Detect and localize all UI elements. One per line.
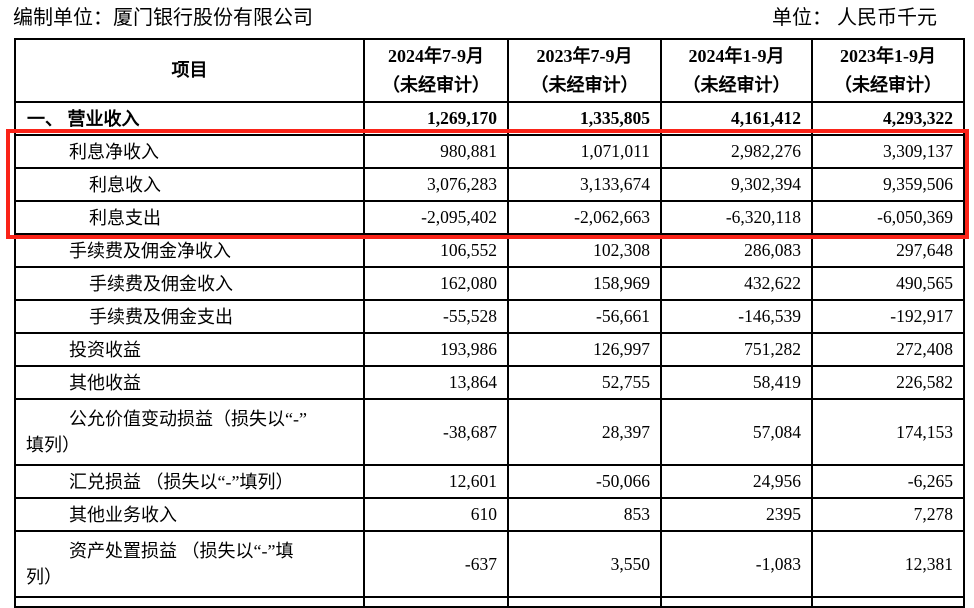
- value-cell: 3,550: [507, 530, 662, 598]
- value-cell: 3,309,137: [811, 134, 965, 169]
- value-cell: 162,080: [363, 266, 509, 301]
- value-cell: 174,153: [811, 398, 965, 466]
- value-cell: -1,083: [660, 530, 813, 598]
- value-cell: -6,320,118: [660, 200, 813, 235]
- value-cell: 102,308: [507, 233, 662, 268]
- value-cell: 3,133,674: [507, 167, 662, 202]
- value-cell: 610: [363, 497, 509, 532]
- value-cell: 1,335,805: [507, 101, 662, 136]
- value-cell: 57,084: [660, 398, 813, 466]
- value-cell: 2395: [660, 497, 813, 532]
- table-row: 其他收益 13,864 52,755 58,419 226,582: [14, 365, 965, 400]
- value-cell: -38,687: [363, 398, 509, 466]
- column-header-2024-9m: 2024年1-9月 （未经审计）: [660, 38, 813, 103]
- value-cell: 286,083: [660, 233, 813, 268]
- column-header-2023-q3: 2023年7-9月 （未经审计）: [507, 38, 662, 103]
- value-cell: -50,066: [507, 464, 662, 499]
- value-cell: -146,539: [660, 299, 813, 334]
- table-row: 手续费及佣金净收入 106,552 102,308 286,083 297,64…: [14, 233, 965, 268]
- table-row: 投资收益 193,986 126,997 751,282 272,408: [14, 332, 965, 367]
- value-cell: 432,622: [660, 266, 813, 301]
- value-cell: -6,265: [811, 464, 965, 499]
- row-label: 手续费及佣金收入: [14, 266, 365, 301]
- row-label: 利息收入: [14, 167, 365, 202]
- value-cell: 24,956: [660, 464, 813, 499]
- value-cell: -192,917: [811, 299, 965, 334]
- row-label: 手续费及佣金支出: [14, 299, 365, 334]
- row-label: 手续费及佣金净收入: [14, 233, 365, 268]
- value-cell: 106,552: [363, 233, 509, 268]
- value-cell: 193,986: [363, 332, 509, 367]
- table-row: 公允价值变动损益（损失以“-” 填列） -38,687 28,397 57,08…: [14, 398, 965, 466]
- value-cell: -56,661: [507, 299, 662, 334]
- row-label: 利息支出: [14, 200, 365, 235]
- row-label: 其他业务收入: [14, 497, 365, 532]
- value-cell: 4,161,412: [660, 101, 813, 136]
- value-cell: 1,071,011: [507, 134, 662, 169]
- table-row: 手续费及佣金收入 162,080 158,969 432,622 490,565: [14, 266, 965, 301]
- column-header-2024-q3: 2024年7-9月 （未经审计）: [363, 38, 509, 103]
- value-cell: 13,864: [363, 365, 509, 400]
- value-cell: 9,302,394: [660, 167, 813, 202]
- table-row: 手续费及佣金支出 -55,528 -56,661 -146,539 -192,9…: [14, 299, 965, 334]
- value-cell: 12,381: [811, 530, 965, 598]
- value-cell: 158,969: [507, 266, 662, 301]
- income-statement-table: 项目 2024年7-9月 （未经审计） 2023年7-9月 （未经审计） 202…: [14, 38, 965, 608]
- table-row-partial: [14, 596, 965, 608]
- row-label: 其他收益: [14, 365, 365, 400]
- table-row: 利息支出 -2,095,402 -2,062,663 -6,320,118 -6…: [14, 200, 965, 235]
- value-cell: 980,881: [363, 134, 509, 169]
- value-cell: 226,582: [811, 365, 965, 400]
- value-cell: -6,050,369: [811, 200, 965, 235]
- table-row: 资产处置损益 （损失以“-”填 列） -637 3,550 -1,083 12,…: [14, 530, 965, 598]
- value-cell: -2,062,663: [507, 200, 662, 235]
- row-label: 资产处置损益 （损失以“-”填 列）: [14, 530, 365, 598]
- value-cell: 58,419: [660, 365, 813, 400]
- value-cell: 2,982,276: [660, 134, 813, 169]
- value-cell: 28,397: [507, 398, 662, 466]
- table-row: 利息收入 3,076,283 3,133,674 9,302,394 9,359…: [14, 167, 965, 202]
- value-cell: 272,408: [811, 332, 965, 367]
- value-cell: 3,076,283: [363, 167, 509, 202]
- value-cell: 52,755: [507, 365, 662, 400]
- value-cell: -2,095,402: [363, 200, 509, 235]
- prepared-by-label: 编制单位：厦门银行股份有限公司: [13, 7, 313, 29]
- value-cell: 126,997: [507, 332, 662, 367]
- value-cell: 1,269,170: [363, 101, 509, 136]
- row-label: 公允价值变动损益（损失以“-” 填列）: [14, 398, 365, 466]
- table-header-row: 项目 2024年7-9月 （未经审计） 2023年7-9月 （未经审计） 202…: [14, 38, 965, 103]
- table-row: 一、 营业收入 1,269,170 1,335,805 4,161,412 4,…: [14, 101, 965, 136]
- value-cell: 751,282: [660, 332, 813, 367]
- row-label: 投资收益: [14, 332, 365, 367]
- table-row: 汇兑损益 （损失以“-”填列） 12,601 -50,066 24,956 -6…: [14, 464, 965, 499]
- column-header-item: 项目: [14, 38, 365, 103]
- value-cell: 4,293,322: [811, 101, 965, 136]
- value-cell: -55,528: [363, 299, 509, 334]
- row-label: 利息净收入: [14, 134, 365, 169]
- value-cell: 9,359,506: [811, 167, 965, 202]
- currency-unit-label: 单位： 人民币千元: [772, 7, 937, 29]
- row-label: 汇兑损益 （损失以“-”填列）: [14, 464, 365, 499]
- value-cell: 853: [507, 497, 662, 532]
- value-cell: 7,278: [811, 497, 965, 532]
- top-caption-row: 编制单位：厦门银行股份有限公司 单位： 人民币千元: [13, 5, 949, 31]
- table-row: 利息净收入 980,881 1,071,011 2,982,276 3,309,…: [14, 134, 965, 169]
- value-cell: 490,565: [811, 266, 965, 301]
- row-label: 一、 营业收入: [14, 101, 365, 136]
- value-cell: -637: [363, 530, 509, 598]
- column-header-2023-9m: 2023年1-9月 （未经审计）: [811, 38, 965, 103]
- value-cell: 297,648: [811, 233, 965, 268]
- value-cell: 12,601: [363, 464, 509, 499]
- table-row: 其他业务收入 610 853 2395 7,278: [14, 497, 965, 532]
